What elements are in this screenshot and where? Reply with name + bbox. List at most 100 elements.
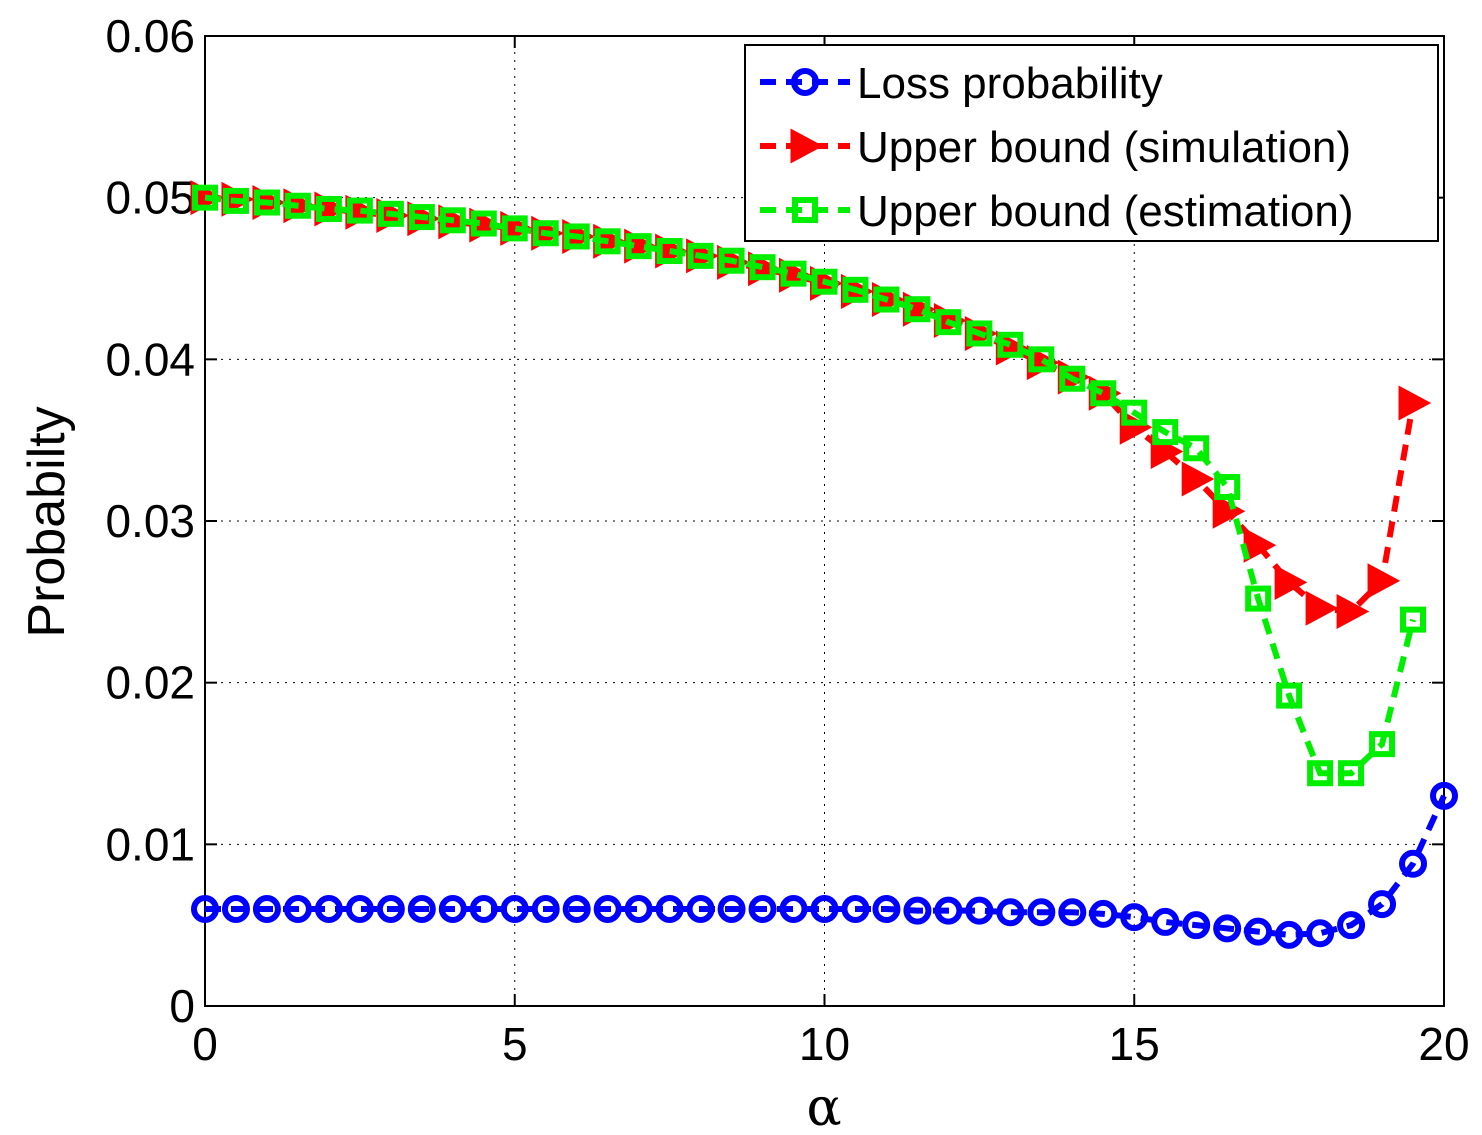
data-point xyxy=(284,192,311,219)
data-point xyxy=(779,895,808,923)
data-point xyxy=(1244,917,1273,946)
data-point xyxy=(1337,911,1366,940)
legend: Loss probability Upper bound (simulation)… xyxy=(744,44,1439,242)
data-point xyxy=(563,223,590,250)
data-point xyxy=(191,895,219,923)
data-point xyxy=(1182,911,1211,940)
data-point xyxy=(1121,399,1148,426)
data-point xyxy=(532,220,559,247)
data-point xyxy=(531,895,560,923)
data-point xyxy=(748,895,777,923)
data-point xyxy=(1276,682,1303,709)
data-point xyxy=(501,215,528,242)
data-point xyxy=(221,895,250,923)
data-point xyxy=(377,200,404,227)
data-point xyxy=(346,197,373,224)
data-point xyxy=(345,895,374,923)
data-point xyxy=(192,184,218,211)
data-point xyxy=(500,895,529,923)
data-point xyxy=(1152,419,1179,446)
data-point xyxy=(903,896,932,925)
series-group xyxy=(190,180,1458,949)
data-point xyxy=(407,895,436,923)
data-point xyxy=(1306,919,1335,948)
data-point xyxy=(655,895,684,923)
data-point xyxy=(469,895,498,923)
data-point xyxy=(1212,493,1246,529)
series-upper-bound-estimation xyxy=(192,184,1427,787)
data-point xyxy=(1338,760,1365,787)
data-point xyxy=(1245,585,1272,612)
data-point xyxy=(841,895,870,923)
series-upper-bound-simulation xyxy=(190,180,1432,630)
data-point xyxy=(1398,385,1432,421)
data-point xyxy=(625,233,652,260)
series-line xyxy=(205,794,1447,938)
data-point xyxy=(966,320,993,347)
data-point xyxy=(1181,461,1215,497)
data-point xyxy=(439,207,466,234)
data-point xyxy=(315,195,342,222)
data-point xyxy=(811,268,838,295)
y-axis-title: Probabilty xyxy=(18,406,76,637)
legend-marker xyxy=(791,68,819,96)
data-point xyxy=(470,210,497,237)
x-axis-title: α xyxy=(806,1078,841,1135)
y-tick-label: 0.02 xyxy=(105,657,195,709)
legend-label: Upper bound (simulation) xyxy=(857,123,1351,172)
data-point xyxy=(562,895,591,923)
y-tick-label: 0.04 xyxy=(105,333,195,385)
data-point xyxy=(314,895,343,923)
data-point xyxy=(1059,365,1086,392)
data-point xyxy=(780,260,807,287)
x-tick-label: 0 xyxy=(192,1018,218,1070)
data-point xyxy=(1274,564,1308,600)
series-line xyxy=(204,194,1416,615)
data-point xyxy=(252,895,281,923)
x-tick-label: 20 xyxy=(1418,1018,1469,1070)
y-tick-label: 0.05 xyxy=(105,172,195,224)
data-point xyxy=(1305,590,1339,626)
data-point xyxy=(997,331,1024,358)
axis-ticks: 0 5 10 15 20 0 0.01 0.02 0.03 0.04 0.05 0.06 xyxy=(105,10,1469,1070)
data-point xyxy=(934,896,963,925)
data-point xyxy=(1368,890,1397,919)
data-point xyxy=(438,895,467,923)
data-point xyxy=(1275,920,1304,949)
legend-label: Loss probability xyxy=(857,59,1163,108)
data-point xyxy=(1213,914,1242,943)
data-point xyxy=(1369,731,1396,758)
data-point xyxy=(222,187,249,214)
data-point xyxy=(873,286,900,313)
legend-label: Upper bound (estimation) xyxy=(857,187,1353,236)
x-tick-label: 15 xyxy=(1109,1018,1160,1070)
data-point xyxy=(594,228,621,255)
y-tick-label: 0 xyxy=(169,980,195,1032)
legend-box xyxy=(744,44,1439,242)
y-tick-label: 0.06 xyxy=(105,10,195,62)
data-point xyxy=(1214,474,1241,501)
data-point xyxy=(935,309,962,336)
legend-marker xyxy=(792,197,818,223)
legend-entry: Loss probability xyxy=(760,59,1163,108)
data-point xyxy=(1336,594,1370,630)
data-point xyxy=(1058,898,1087,927)
data-point xyxy=(810,895,839,923)
data-point xyxy=(1399,849,1428,878)
data-point xyxy=(1400,606,1427,633)
data-point xyxy=(718,247,745,274)
data-point xyxy=(904,296,931,323)
x-tick-label: 5 xyxy=(502,1018,528,1070)
data-point xyxy=(1089,899,1118,928)
legend-entry: Upper bound (simulation) xyxy=(760,123,1351,172)
data-point xyxy=(686,895,715,923)
data-point xyxy=(283,895,312,923)
y-tick-label: 0.01 xyxy=(105,818,195,870)
legend-marker xyxy=(790,128,824,164)
series-line xyxy=(204,194,1416,777)
data-point xyxy=(717,895,746,923)
data-point xyxy=(965,896,994,925)
data-point xyxy=(749,254,776,281)
data-point xyxy=(996,898,1025,927)
data-point xyxy=(1028,346,1055,373)
